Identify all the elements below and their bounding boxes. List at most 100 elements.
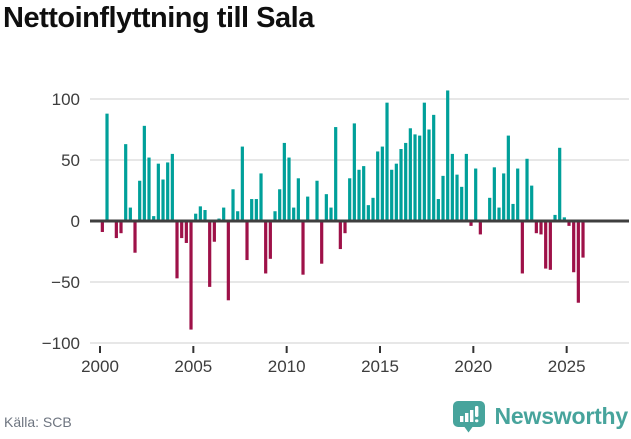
- bar-2018-q3: [446, 90, 450, 222]
- bar-2003-q4: [170, 153, 174, 221]
- bar-2022-q2: [516, 168, 520, 221]
- bar-2000-q2: [105, 113, 109, 221]
- bar-2016-q2: [404, 142, 408, 221]
- bar-2013-q3: [352, 123, 356, 221]
- bar-2005-q1: [194, 213, 198, 221]
- bar-2000-q4: [114, 221, 118, 239]
- newsworthy-wordmark: Newsworthy: [494, 403, 629, 429]
- bar-2015-q1: [380, 146, 384, 221]
- bar-2006-q3: [222, 207, 226, 221]
- bar-2017-q3: [427, 129, 431, 221]
- bar-2010-q1: [287, 157, 291, 221]
- bar-2021-q4: [506, 135, 510, 221]
- bar-2016-q3: [408, 128, 412, 221]
- page-title: Nettoinflyttning till Sala: [3, 2, 314, 34]
- bar-2025-q1: [567, 221, 571, 226]
- bar-2014-q3: [371, 197, 375, 221]
- bar-2009-q1: [268, 221, 272, 259]
- bar-2024-q1: [548, 221, 552, 270]
- bar-2024-q2: [553, 214, 557, 221]
- bar-2009-q4: [282, 142, 286, 221]
- bar-2022-q4: [525, 158, 529, 221]
- bar-2020-q4: [488, 197, 492, 221]
- bar-2013-q4: [357, 169, 361, 221]
- bar-2003-q1: [156, 163, 160, 221]
- bar-2011-q3: [315, 180, 319, 221]
- bar-2023-q3: [539, 221, 543, 235]
- x-tick-label: 2025: [548, 357, 586, 376]
- source-label: Källa: SCB: [4, 414, 72, 430]
- bar-2007-q3: [240, 146, 244, 221]
- bar-2004-q1: [175, 221, 179, 279]
- bar-2005-q3: [203, 210, 207, 221]
- bar-2012-q1: [324, 194, 328, 221]
- bar-2006-q4: [226, 221, 230, 301]
- x-tick-label: 2005: [174, 357, 212, 376]
- bar-2005-q2: [198, 206, 202, 221]
- bar-2024-q3: [558, 147, 562, 221]
- chart-footer: Källa: SCB Newsworthy: [0, 395, 631, 439]
- bar-2023-q2: [534, 221, 538, 234]
- bar-2008-q2: [254, 199, 258, 221]
- bar-2019-q4: [469, 221, 473, 226]
- bar-2016-q4: [413, 134, 417, 221]
- bar-2007-q1: [231, 189, 235, 221]
- x-tick-label: 2010: [268, 357, 306, 376]
- bar-2025-q2: [572, 221, 576, 273]
- bar-2012-q4: [338, 221, 342, 250]
- bar-2019-q3: [464, 153, 468, 221]
- bar-2019-q1: [455, 174, 459, 221]
- bar-2002-q1: [138, 180, 142, 221]
- bar-2005-q4: [208, 221, 212, 287]
- bar-2003-q2: [161, 179, 165, 221]
- bar-2025-q4: [581, 221, 585, 258]
- y-tick-label: −50: [51, 273, 80, 292]
- bar-2009-q3: [278, 189, 282, 221]
- bar-2013-q2: [348, 178, 352, 221]
- bar-2010-q2: [292, 207, 296, 221]
- bar-2010-q3: [296, 178, 300, 221]
- x-tick-label: 2000: [81, 357, 119, 376]
- bar-2015-q3: [390, 169, 394, 221]
- bar-2012-q2: [329, 207, 333, 221]
- bar-2007-q4: [245, 221, 249, 261]
- bar-2006-q1: [212, 221, 216, 242]
- bar-2010-q4: [301, 221, 305, 275]
- bar-2015-q2: [385, 102, 389, 221]
- bar-2025-q3: [576, 221, 580, 303]
- bar-2024-q4: [562, 217, 566, 221]
- bar-2018-q4: [450, 153, 454, 221]
- y-tick-label: −100: [42, 334, 80, 353]
- bar-2013-q1: [343, 221, 347, 234]
- bar-2001-q1: [119, 221, 123, 234]
- bar-2020-q2: [478, 221, 482, 235]
- bar-2007-q2: [236, 211, 240, 221]
- bar-2020-q1: [474, 168, 478, 221]
- bar-2015-q4: [394, 163, 398, 221]
- bar-2001-q2: [124, 144, 128, 221]
- bar-2001-q3: [128, 207, 132, 221]
- bar-2014-q4: [376, 151, 380, 221]
- bar-2002-q2: [142, 125, 146, 221]
- bar-2019-q2: [460, 186, 464, 221]
- bar-2004-q3: [184, 221, 188, 243]
- bar-2018-q2: [441, 175, 445, 221]
- bar-2001-q4: [133, 221, 137, 253]
- bar-2016-q1: [399, 149, 403, 221]
- bar-2008-q1: [250, 199, 254, 221]
- bar-2002-q3: [147, 157, 151, 221]
- x-tick-label: 2020: [454, 357, 492, 376]
- x-tick-label: 2015: [361, 357, 399, 376]
- bar-2021-q3: [502, 173, 506, 221]
- bar-2008-q4: [264, 221, 268, 274]
- bar-2023-q1: [530, 185, 534, 221]
- y-tick-label: 50: [61, 151, 80, 170]
- bar-2014-q2: [366, 205, 370, 221]
- newsworthy-icon: [452, 401, 485, 433]
- bar-2012-q3: [334, 127, 338, 221]
- y-tick-label: 100: [52, 90, 80, 109]
- bar-2021-q2: [497, 207, 501, 221]
- bar-2008-q3: [259, 173, 263, 221]
- bar-2017-q1: [418, 135, 422, 221]
